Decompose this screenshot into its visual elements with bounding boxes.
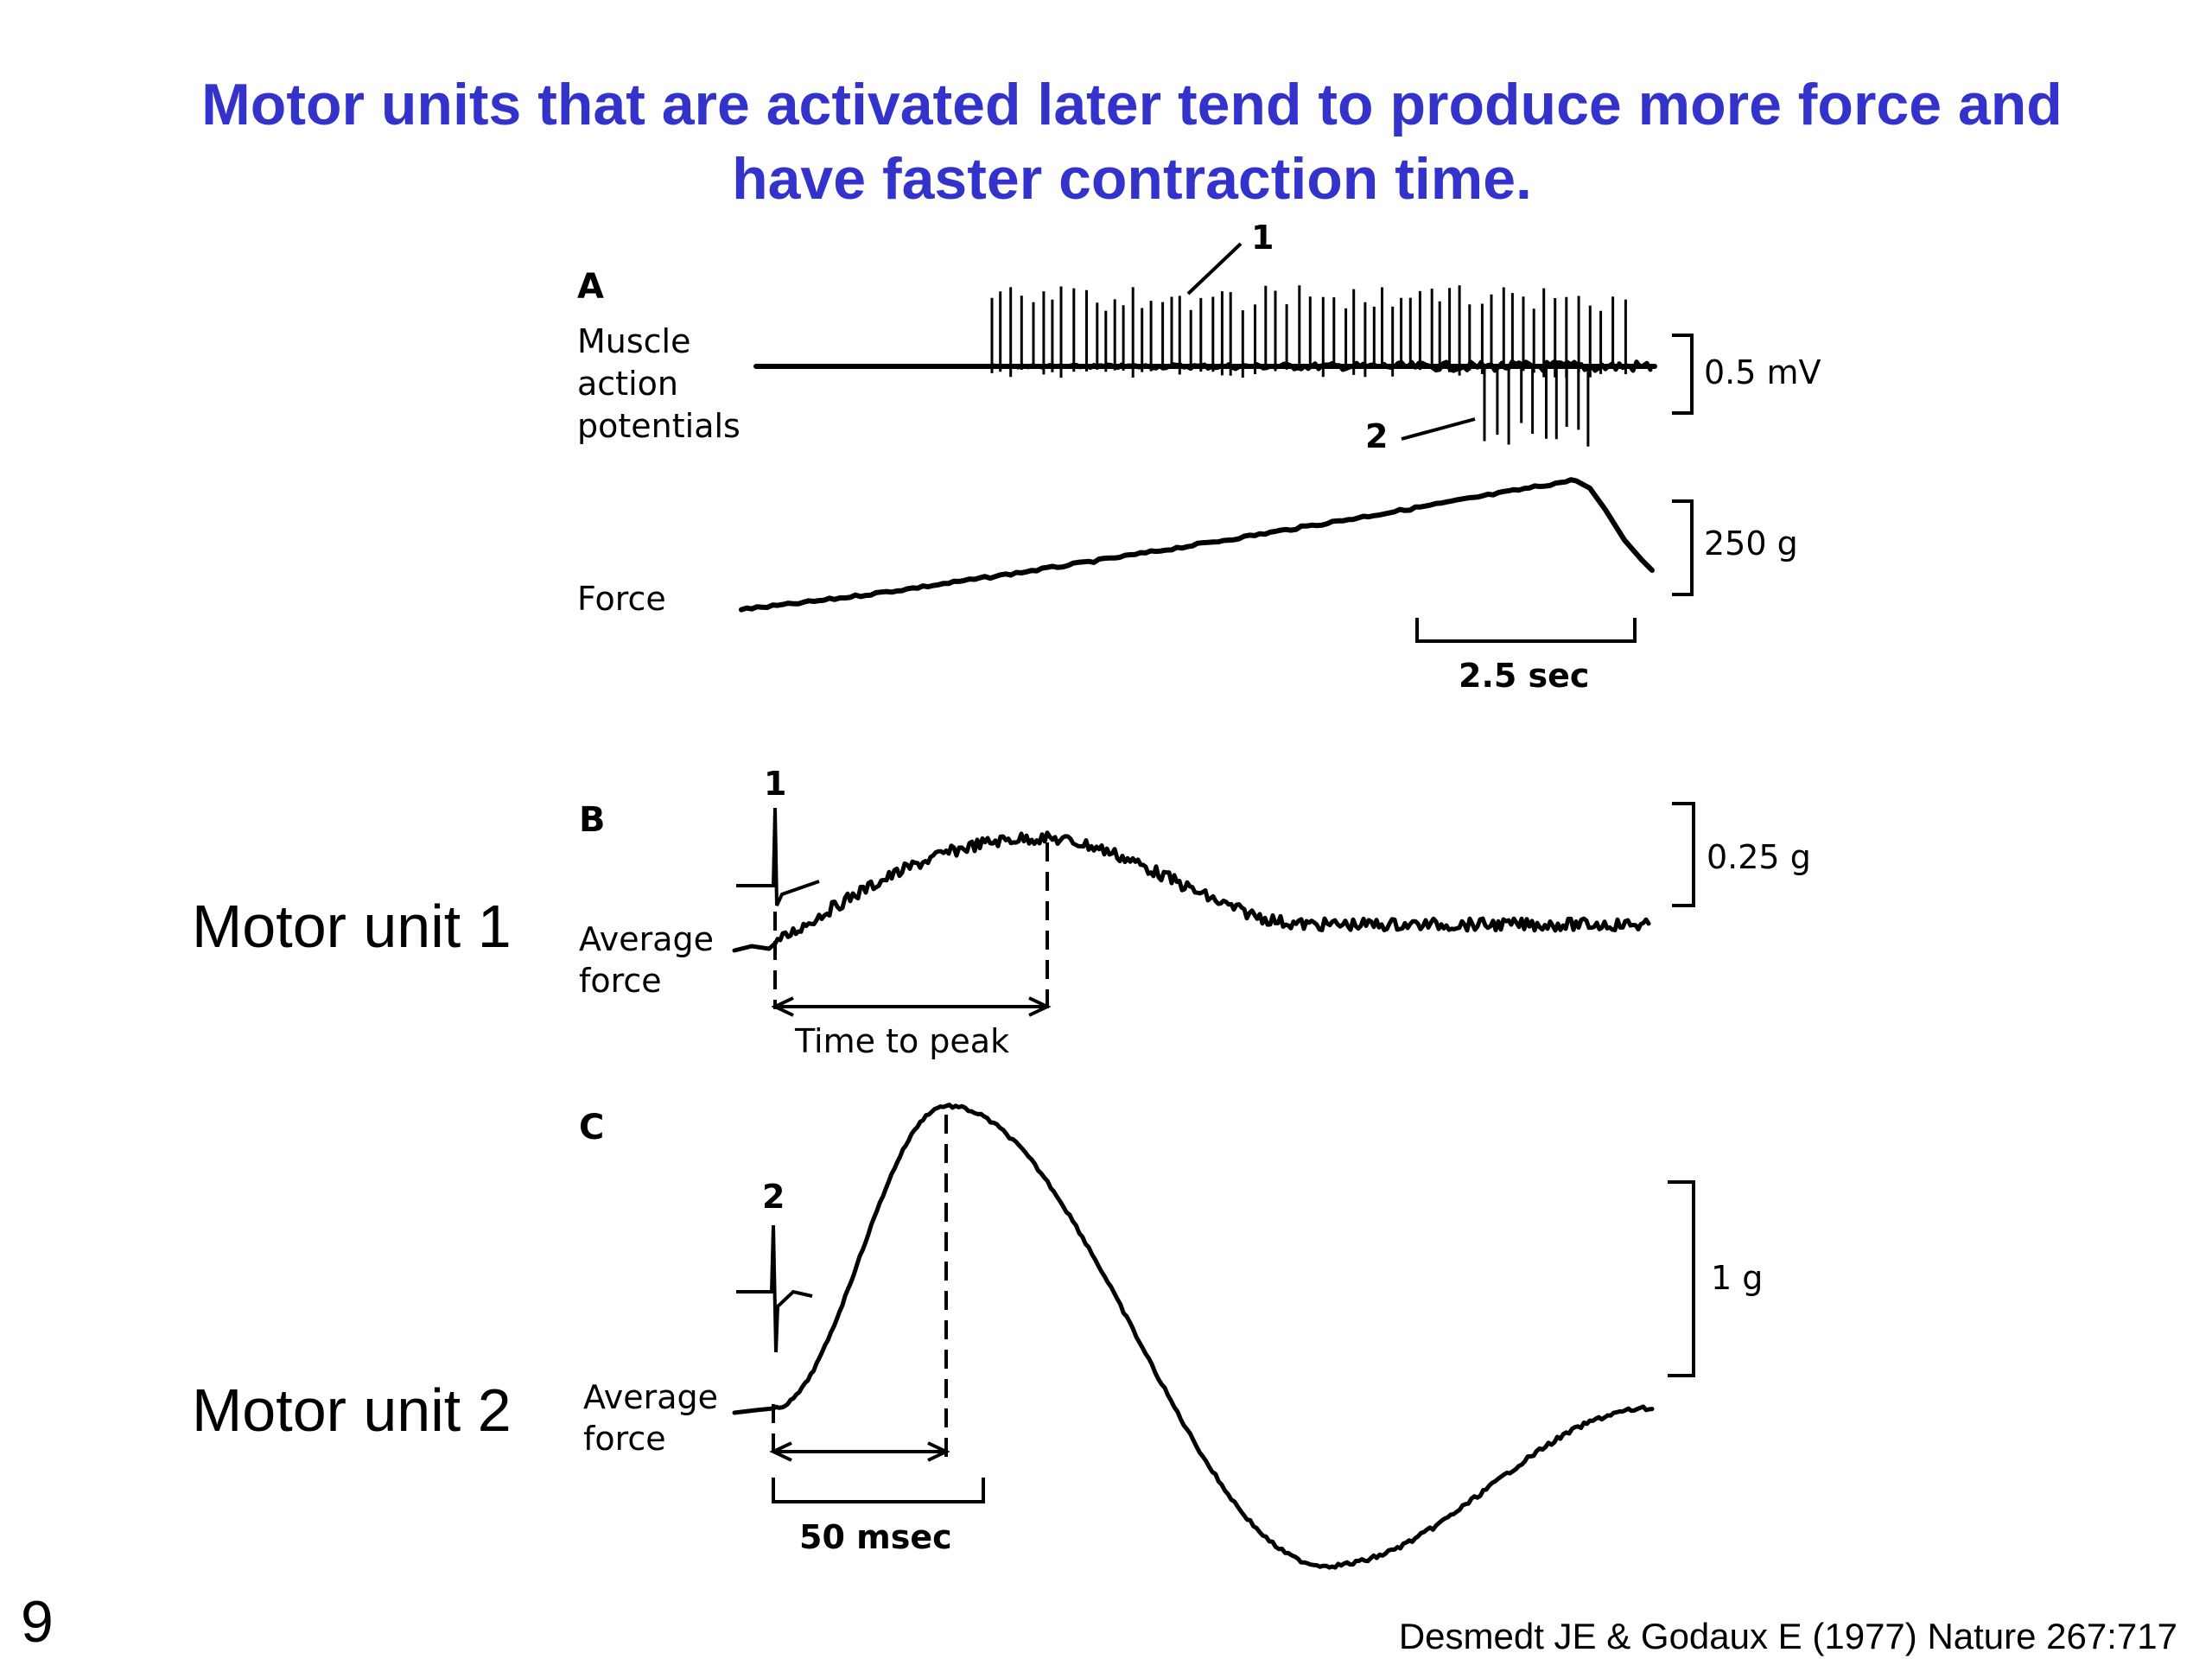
- panel-c-scale-label: 1 g: [1711, 1259, 1763, 1297]
- panel-b-letter: B: [579, 800, 606, 840]
- panel-a-time-scale-bar: [1415, 618, 1637, 643]
- panel-b-twitch-trace: [732, 830, 1651, 953]
- panel-a-emg-label-line-2: action: [577, 365, 678, 403]
- panel-c-marker: 2: [762, 1178, 785, 1216]
- panel-a-emg-scale-bracket: [1672, 334, 1694, 415]
- panel-a-force-scale-bracket: [1672, 499, 1694, 596]
- panel-b-scale-bracket: [1672, 802, 1695, 907]
- panel-b-arrow-head-right: [1028, 996, 1052, 1017]
- panel-a-letter: A: [577, 267, 604, 307]
- panel-b-trace-label-line-2: force: [579, 962, 662, 1000]
- panel-c-arrow-head-left: [769, 1441, 792, 1462]
- slide-title-line-2: have faster contraction time.: [732, 146, 1532, 212]
- panel-a-unit-2-marker: 2: [1365, 417, 1388, 455]
- panel-a-force-trace: [739, 477, 1655, 613]
- panel-b-stimulus-artifact: [736, 807, 820, 906]
- panel-c: C 2 Average force 50 msec 1 g: [579, 1103, 1763, 1570]
- panel-a-emg-label-line-3: potentials: [577, 407, 741, 445]
- slide-title-line-1: Motor units that are activated later ten…: [201, 72, 2063, 137]
- panel-c-letter: C: [579, 1108, 604, 1147]
- panel-c-trace-label-line-2: force: [583, 1420, 666, 1458]
- panel-b-scale-label: 0.25 g: [1707, 838, 1811, 876]
- panel-a-unit-1-marker: 1: [1251, 219, 1274, 257]
- panel-c-stimulus-artifact: [736, 1224, 813, 1353]
- panel-c-time-scale-label: 50 msec: [799, 1518, 952, 1556]
- panel-a-unit-1-pointer: [1186, 242, 1243, 296]
- slide-title: Motor units that are activated later ten…: [0, 67, 2212, 216]
- panel-b: B 1 Average force Time to peak 0.25 g: [579, 765, 1811, 1060]
- panel-a-force-scale-label: 250 g: [1704, 524, 1798, 563]
- panel-c-twitch-trace: [732, 1103, 1655, 1570]
- panel-a-emg-label-line-1: Muscle: [577, 322, 691, 360]
- panel-a-emg-scale-label: 0.5 mV: [1704, 353, 1821, 391]
- panel-c-time-scale-bar: [772, 1478, 985, 1503]
- panel-c-arrow-head-right: [927, 1441, 950, 1462]
- panel-b-marker: 1: [764, 765, 786, 803]
- citation: Desmedt JE & Godaux E (1977) Nature 267:…: [1398, 1616, 2177, 1656]
- panel-a-force-label: Force: [577, 580, 666, 618]
- panel-c-trace-label-line-1: Average: [583, 1378, 718, 1416]
- panel-b-arrow-head-left: [771, 996, 794, 1017]
- panel-b-time-to-peak-label: Time to peak: [794, 1022, 1009, 1060]
- motor-unit-2-label: Motor unit 2: [192, 1376, 512, 1444]
- panel-a-unit-2-pointer: [1401, 417, 1476, 441]
- panel-a-emg-noise: [991, 359, 1653, 373]
- panel-b-trace-label-line-1: Average: [579, 920, 714, 958]
- panel-a-time-scale-label: 2.5 sec: [1459, 657, 1589, 695]
- slide-number: 9: [21, 1589, 54, 1655]
- panel-a-unit-2-spikes: [1483, 366, 1590, 447]
- panel-a: A Muscle action potentials Force 1 2 0.5…: [577, 219, 1821, 695]
- motor-unit-1-label: Motor unit 1: [192, 893, 512, 960]
- panel-c-scale-bracket: [1668, 1180, 1695, 1377]
